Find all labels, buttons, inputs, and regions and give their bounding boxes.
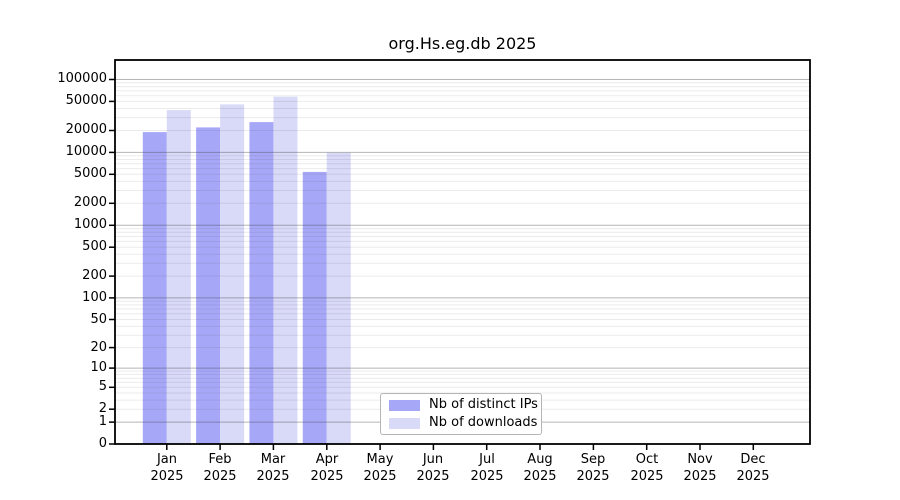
bar-downloads-mar [273, 96, 298, 444]
y-tick-label: 2 [98, 401, 107, 416]
y-tick-label: 1 [98, 414, 107, 429]
x-tick-label-may: May 2025 [363, 452, 397, 484]
legend-label-downloads: Nb of downloads [429, 415, 538, 430]
x-tick-label-oct: Oct 2025 [630, 452, 664, 484]
x-tick-label-sep: Sep 2025 [576, 452, 610, 484]
y-tick-label: 20 [90, 340, 107, 355]
bar-downloads-feb [220, 104, 245, 445]
x-tick-label-dec: Dec 2025 [736, 452, 770, 484]
y-tick-label: 200 [82, 268, 107, 283]
y-tick-label: 5000 [73, 166, 107, 181]
y-tick-label: 500 [82, 239, 107, 254]
x-tick-label-feb: Feb 2025 [203, 452, 237, 484]
y-tick-label: 20000 [65, 122, 107, 137]
legend-swatch-downloads [389, 417, 420, 429]
x-tick-label-mar: Mar 2025 [256, 452, 290, 484]
y-tick-label: 100000 [57, 71, 107, 86]
legend-label-distinct-ips: Nb of distinct IPs [429, 397, 538, 412]
bar-distinct-ips-feb [196, 127, 221, 445]
plot-frame [114, 59, 811, 445]
y-tick-label: 50000 [65, 93, 107, 108]
x-tick-label-jan: Jan 2025 [150, 452, 184, 484]
x-tick-label-jun: Jun 2025 [416, 452, 450, 484]
bar-distinct-ips-apr [302, 171, 327, 444]
x-tick-label-nov: Nov 2025 [683, 452, 717, 484]
y-tick-label: 2000 [73, 195, 107, 210]
legend-row-distinct-ips: Nb of distinct IPs [389, 398, 541, 412]
y-tick-label: 1000 [73, 217, 107, 232]
y-tick-label: 100 [82, 290, 107, 305]
x-tick-label-aug: Aug 2025 [523, 452, 557, 484]
y-tick-label: 0 [98, 436, 107, 451]
legend-row-downloads: Nb of downloads [389, 416, 541, 430]
bar-downloads-apr [326, 152, 351, 444]
bar-distinct-ips-mar [249, 122, 274, 444]
chart-title: org.Hs.eg.db 2025 [388, 34, 537, 53]
legend-swatch-distinct-ips [389, 399, 420, 411]
x-tick-label-apr: Apr 2025 [310, 452, 344, 484]
bar-distinct-ips-jan [142, 132, 167, 444]
y-tick-label: 10000 [65, 144, 107, 159]
y-tick-label: 10 [90, 360, 107, 375]
chart-legend: Nb of distinct IPs Nb of downloads [380, 393, 542, 435]
y-tick-label: 50 [90, 312, 107, 327]
bar-downloads-jan [166, 110, 191, 444]
y-tick-label: 5 [98, 379, 107, 394]
x-tick-label-jul: Jul 2025 [470, 452, 504, 484]
